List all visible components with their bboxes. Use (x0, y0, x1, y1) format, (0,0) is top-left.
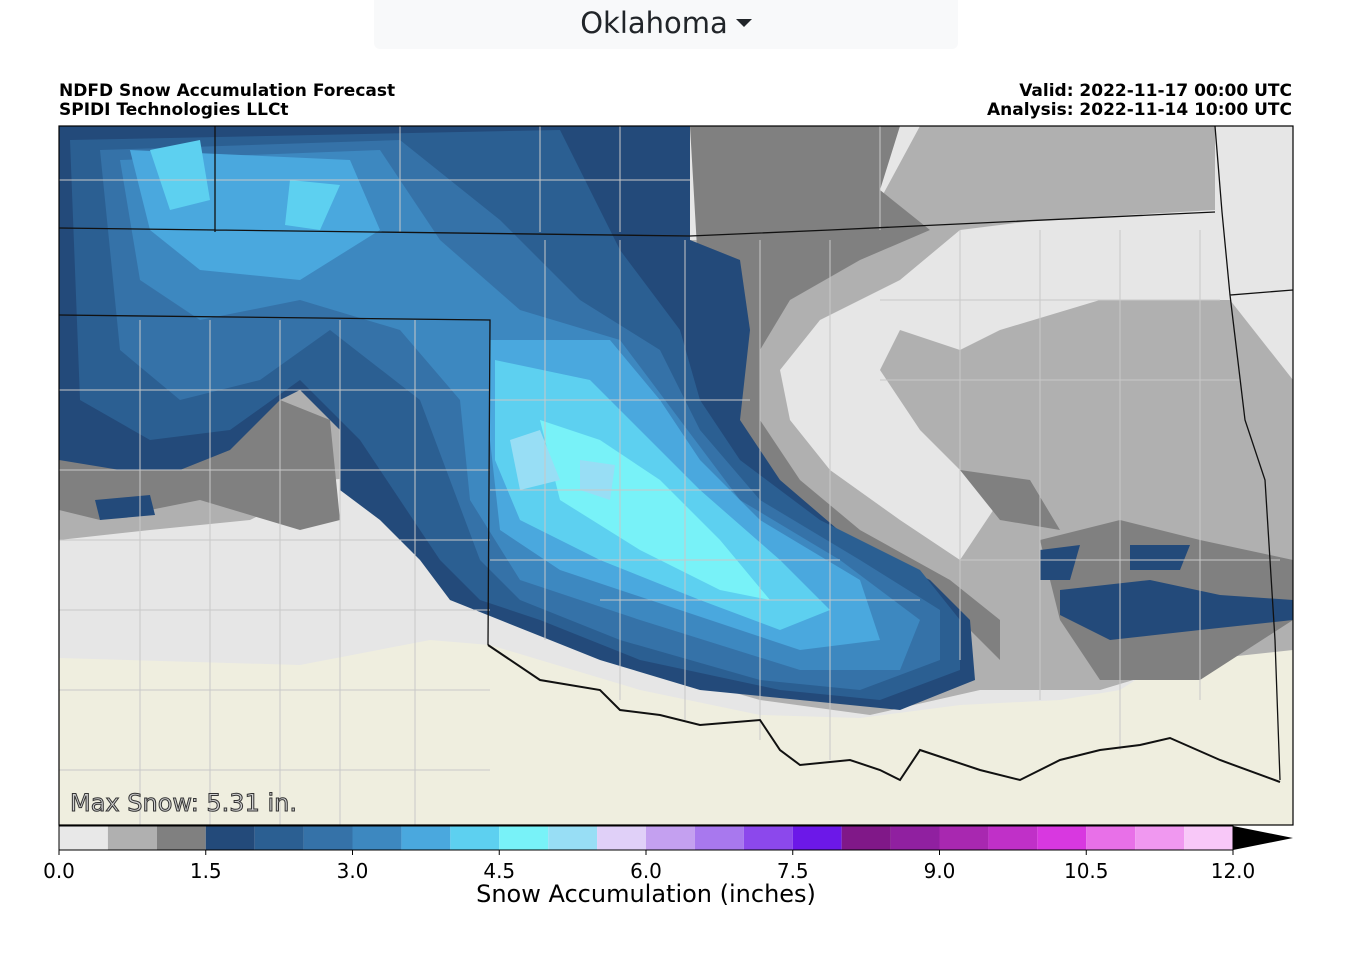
title: NDFD Snow Accumulation Forecast (59, 81, 395, 101)
colorbar-tick-label: 6.0 (630, 859, 662, 883)
colorbar-bin (205, 826, 255, 850)
colorbar-bin (450, 826, 500, 850)
colorbar-bin (1037, 826, 1087, 850)
state-borders (59, 126, 1293, 783)
subtitle: SPIDI Technologies LLCt (59, 100, 289, 120)
colorbar-bin (303, 826, 353, 850)
caret (735, 18, 752, 27)
colorbar-bin (156, 826, 206, 850)
colorbar-extend (1233, 826, 1293, 850)
county-lines (59, 126, 1280, 825)
map (59, 126, 1293, 825)
colorbar-tick-label: 12.0 (1211, 859, 1256, 883)
colorbar-bin (646, 826, 695, 850)
map-frame (58, 125, 1294, 826)
colorbar-label: Snow Accumulation (inches) (476, 880, 816, 908)
region-dropdown[interactable]: Oklahoma (374, 0, 958, 49)
colorbar-bin (743, 826, 793, 850)
colorbar-bin (352, 826, 402, 850)
colorbar-bin (939, 826, 989, 850)
colorbar-bin (548, 826, 598, 850)
colorbar-tick-label: 1.5 (190, 859, 222, 883)
colorbar-bin (792, 826, 842, 850)
dropdown-label: Oklahoma (580, 5, 728, 40)
colorbar-bin (597, 826, 646, 850)
colorbar-bin (254, 826, 304, 850)
colorbar-bin (1184, 826, 1233, 850)
colorbar-bin (841, 826, 891, 850)
analysis-time: Analysis: 2022-11-14 10:00 UTC (987, 100, 1292, 120)
colorbar-bin (1086, 826, 1136, 850)
colorbar-tick-label: 9.0 (924, 859, 956, 883)
colorbar-bin (401, 826, 451, 850)
colorbar-tick-label: 7.5 (777, 859, 809, 883)
colorbar-bin (1135, 826, 1185, 850)
colorbar-tick-label: 10.5 (1064, 859, 1109, 883)
colorbar-bin (107, 826, 157, 850)
colorbar-bin (988, 826, 1038, 850)
colorbar-bin (694, 826, 744, 850)
colorbar-tick-label: 3.0 (337, 859, 369, 883)
colorbar-bin (499, 826, 549, 850)
colorbar-tick-label: 4.5 (483, 859, 515, 883)
max-snow-annotation: Max Snow: 5.31 in. (70, 789, 297, 817)
snow-area (510, 430, 615, 500)
valid-time: Valid: 2022-11-17 00:00 UTC (1019, 81, 1292, 101)
colorbar-bin (59, 826, 108, 850)
colorbar-bin (890, 826, 940, 850)
no-snow-area (59, 640, 1293, 825)
colorbar-tick-label: 0.0 (43, 859, 75, 883)
